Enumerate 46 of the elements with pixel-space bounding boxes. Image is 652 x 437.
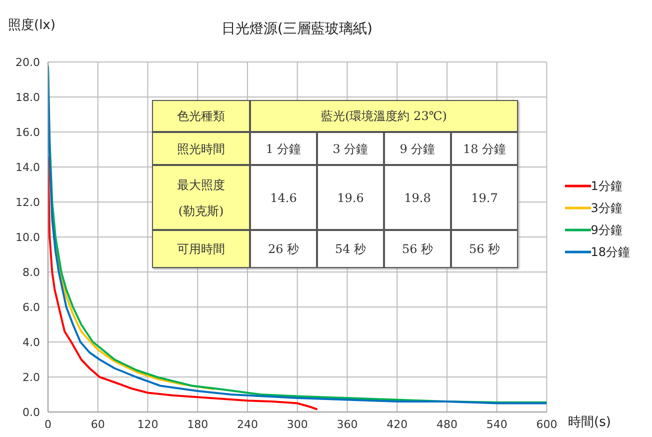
x-tick-label: 300 [286,418,308,431]
annotation: 最大照度 (勒克斯) [152,165,250,230]
annotation: 18 分鐘 [451,132,518,165]
annotation: 可用時間 [152,230,250,268]
y-axis-title: 照度(lx) [8,17,56,34]
annotation: 1 分鐘 [250,132,317,165]
x-tick-label: 120 [137,418,158,431]
annotation: 19.6 [317,165,384,230]
x-tick-label: 0 [44,418,52,431]
y-tick-label: 0.0 [22,406,40,419]
chart-title: 日光燈源(三層藍玻璃紙) [222,21,372,37]
y-tick-label: 2.0 [22,370,40,384]
annotation: 19.7 [451,165,518,230]
y-tick-label: 12.0 [16,196,40,209]
x-axis-title: 時間(s) [568,414,611,431]
x-tick-label: 60 [90,418,105,431]
annotation: 19.8 [384,165,451,230]
annotation: 26 秒 [250,230,317,268]
y-tick-label: 6.0 [22,300,40,314]
y-tick-label: 16.0 [16,126,40,139]
annotation: 9 分鐘 [384,132,451,165]
legend-label: 9分鐘 [590,222,622,238]
x-tick-label: 240 [236,418,258,431]
annotation: 54 秒 [317,230,384,268]
x-tick-label: 180 [187,418,208,431]
annotation: 照光時間 [152,132,250,165]
annotation: 56 秒 [384,230,451,268]
y-tick-label: 18.0 [16,90,40,104]
x-tick-label: 480 [436,418,458,431]
annotation: 藍光(環境溫度約 23℃) [250,100,518,132]
annotation: 14.6 [250,165,317,230]
annotation: 3 分鐘 [317,132,384,165]
x-tick-label: 540 [486,418,508,431]
legend-label: 1分鐘 [590,178,622,194]
y-tick-label: 4.0 [22,336,40,349]
legend-label: 18分鐘 [590,244,630,260]
legend-label: 3分鐘 [590,200,622,216]
y-tick-label: 8.0 [22,266,40,279]
x-tick-label: 360 [336,418,358,431]
y-tick-label: 14.0 [16,160,40,174]
y-tick-label: 10.0 [16,230,40,244]
annotation: 56 秒 [451,230,518,268]
x-tick-label: 420 [386,418,408,431]
y-tick-label: 20.0 [16,56,40,69]
annotation: 色光種類 [152,100,250,132]
x-tick-label: 600 [536,418,558,431]
